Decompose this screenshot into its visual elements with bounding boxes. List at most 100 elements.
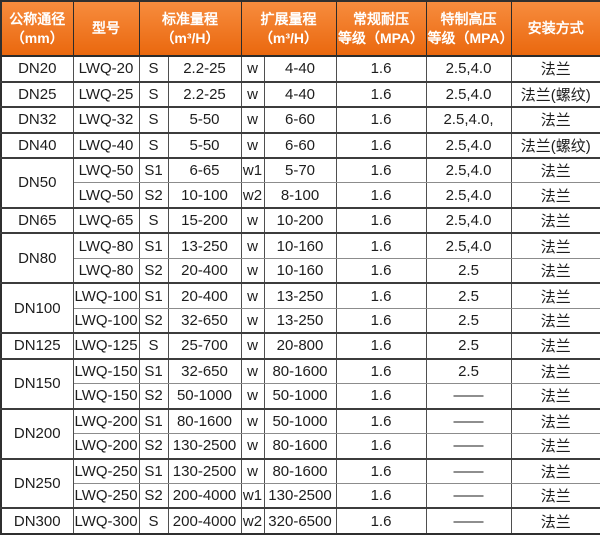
cell-normal-pressure: 1.6 [335, 407, 427, 435]
cell-installation: 法兰 [510, 206, 600, 234]
cell-model: LWQ-20 [72, 55, 140, 82]
cell-diameter: DN125 [0, 332, 74, 360]
cell-diameter: DN40 [0, 131, 74, 159]
cell-extended-range: 50-1000 [263, 383, 337, 410]
cell-installation: 法兰 [510, 257, 600, 284]
cell-extended-range: 320-6500 [263, 507, 337, 535]
cell-standard-code: S2 [138, 383, 169, 410]
cell-model: LWQ-150 [72, 357, 140, 385]
header-row: 公称通径 （mm） 型号 标准量程 （m³/H） 扩展量程 （m³/H） 常规耐… [0, 0, 600, 57]
cell-high-pressure: 2.5,4.0 [425, 55, 512, 82]
cell-diameter: DN300 [0, 507, 74, 535]
cell-standard-range: 25-700 [167, 332, 242, 360]
cell-normal-pressure: 1.6 [335, 80, 427, 108]
cell-standard-range: 2.2-25 [167, 55, 242, 82]
cell-installation: 法兰 [510, 157, 600, 184]
cell-standard-range: 5-50 [167, 106, 242, 133]
cell-standard-range: 200-4000 [167, 507, 242, 535]
cell-extended-range: 13-250 [263, 307, 337, 334]
cell-standard-code: S [138, 80, 169, 108]
cell-model: LWQ-200 [72, 433, 140, 460]
cell-high-pressure: 2.5 [425, 307, 512, 334]
header-installation: 安装方式 [510, 0, 600, 57]
cell-standard-range: 13-250 [167, 232, 242, 259]
cell-standard-code: S1 [138, 157, 169, 184]
cell-standard-range: 20-400 [167, 282, 242, 309]
cell-diameter: DN250 [0, 457, 74, 509]
cell-extended-range: 10-200 [263, 206, 337, 234]
cell-installation: 法兰 [510, 307, 600, 334]
cell-standard-code: S2 [138, 257, 169, 284]
header-diameter: 公称通径 （mm） [0, 0, 74, 57]
cell-extended-code: w2 [240, 182, 265, 209]
cell-standard-code: S [138, 131, 169, 159]
cell-model: LWQ-40 [72, 131, 140, 159]
cell-model: LWQ-300 [72, 507, 140, 535]
cell-normal-pressure: 1.6 [335, 307, 427, 334]
cell-normal-pressure: 1.6 [335, 257, 427, 284]
cell-standard-code: S2 [138, 482, 169, 509]
cell-installation: 法兰 [510, 332, 600, 360]
table-row: DN20 LWQ-20 S 2.2-25 w 4-40 1.6 2.5,4.0 法兰 [0, 55, 600, 82]
table-row: LWQ-50 S2 10-100 w2 8-100 1.6 2.5,4.0 法兰 [1, 182, 600, 209]
cell-installation: 法兰(螺纹) [510, 80, 600, 108]
cell-extended-code: w [240, 383, 265, 410]
cell-standard-code: S [138, 507, 169, 535]
cell-model: LWQ-32 [72, 106, 140, 133]
table-row: LWQ-150 S2 50-1000 w 50-1000 1.6 —— 法兰 [1, 383, 600, 410]
table-row: DN150 LWQ-150 S1 32-650 w 80-1600 1.6 2.5 法兰 [0, 357, 600, 410]
cell-diameter: DN65 [0, 206, 74, 234]
cell-normal-pressure: 1.6 [335, 232, 427, 259]
cell-extended-code: w1 [240, 482, 265, 509]
cell-high-pressure: —— [425, 383, 512, 410]
cell-high-pressure: —— [425, 407, 512, 435]
cell-standard-code: S1 [138, 357, 169, 385]
cell-normal-pressure: 1.6 [335, 357, 427, 385]
cell-diameter: DN200 [0, 407, 74, 460]
cell-standard-code: S1 [138, 457, 169, 484]
cell-standard-code: S [138, 206, 169, 234]
cell-installation: 法兰 [510, 182, 600, 209]
table-row: DN50 LWQ-50 S1 6-65 w1 5-70 1.6 2.5,4.0 法兰 [0, 157, 600, 209]
cell-normal-pressure: 1.6 [335, 433, 427, 460]
cell-standard-range: 6-65 [167, 157, 242, 184]
cell-high-pressure: 2.5,4.0 [425, 232, 512, 259]
header-extended-range: 扩展量程 （m³/H） [240, 0, 337, 57]
table-row: DN25 LWQ-25 S 2.2-25 w 4-40 1.6 2.5,4.0 法兰(螺纹) [0, 80, 600, 108]
cell-extended-range: 10-160 [263, 232, 337, 259]
cell-standard-code: S1 [138, 232, 169, 259]
table-row: DN80 LWQ-80 S1 13-250 w 10-160 1.6 2.5,4.0 法兰 [0, 232, 600, 284]
cell-extended-range: 6-60 [263, 131, 337, 159]
table-row: LWQ-80 S2 20-400 w 10-160 1.6 2.5 法兰 [1, 257, 600, 284]
cell-extended-code: w [240, 55, 265, 82]
cell-high-pressure: —— [425, 482, 512, 509]
cell-installation: 法兰 [510, 507, 600, 535]
cell-model: LWQ-100 [72, 307, 140, 334]
cell-normal-pressure: 1.6 [335, 482, 427, 509]
cell-normal-pressure: 1.6 [335, 182, 427, 209]
cell-standard-range: 200-4000 [167, 482, 242, 509]
cell-standard-range: 130-2500 [167, 457, 242, 484]
cell-normal-pressure: 1.6 [335, 157, 427, 184]
table-row: DN32 LWQ-32 S 5-50 w 6-60 1.6 2.5,4.0, 法兰 [0, 106, 600, 133]
cell-model: LWQ-80 [72, 232, 140, 259]
cell-normal-pressure: 1.6 [335, 457, 427, 484]
cell-standard-range: 50-1000 [167, 383, 242, 410]
header-standard-range: 标准量程 （m³/H） [138, 0, 242, 57]
cell-installation: 法兰 [510, 106, 600, 133]
cell-extended-code: w [240, 80, 265, 108]
cell-extended-range: 6-60 [263, 106, 337, 133]
cell-standard-code: S2 [138, 433, 169, 460]
table-row: LWQ-250 S2 200-4000 w1 130-2500 1.6 —— 法兰 [1, 482, 600, 509]
cell-extended-range: 80-1600 [263, 457, 337, 484]
cell-standard-code: S [138, 106, 169, 133]
cell-standard-range: 15-200 [167, 206, 242, 234]
cell-diameter: DN50 [0, 157, 74, 209]
cell-extended-range: 5-70 [263, 157, 337, 184]
header-normal-pressure: 常规耐压 等级（MPA） [335, 0, 427, 57]
table-header: 公称通径 （mm） 型号 标准量程 （m³/H） 扩展量程 （m³/H） 常规耐… [0, 0, 600, 57]
cell-normal-pressure: 1.6 [335, 282, 427, 309]
cell-extended-range: 80-1600 [263, 357, 337, 385]
table-row: DN65 LWQ-65 S 15-200 w 10-200 1.6 2.5,4.0 法兰 [0, 206, 600, 234]
